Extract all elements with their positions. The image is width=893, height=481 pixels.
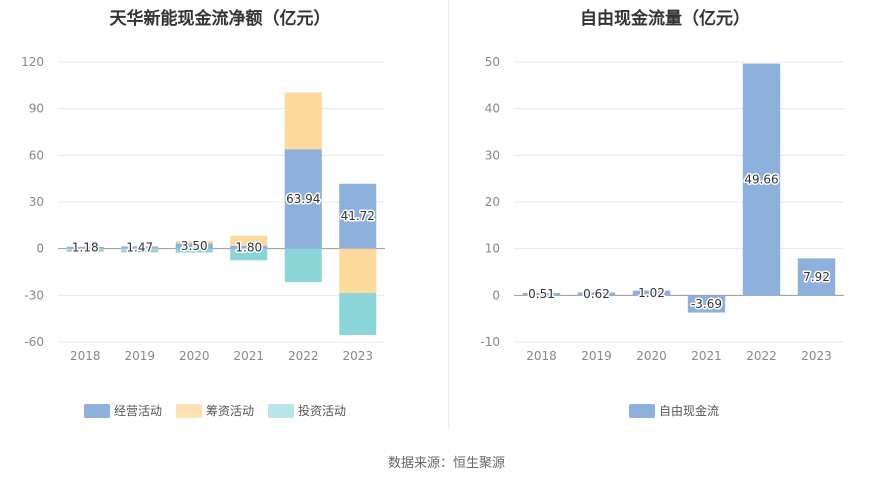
x-tick-label: 2023 — [342, 349, 373, 363]
data-label: 49.66 — [744, 172, 778, 186]
legend-item-financing[interactable]: 筹资活动 — [176, 402, 254, 419]
right-chart-legend: 自由现金流 — [629, 402, 719, 419]
bar — [284, 92, 322, 150]
bar — [522, 292, 561, 296]
legend-swatch-investing — [268, 403, 295, 418]
data-label: -3.69 — [691, 297, 722, 311]
bar — [175, 243, 213, 249]
x-tick-label: 2019 — [581, 349, 612, 363]
left-chart-cash-flow-net: 120 90 60 30 0 -30 -60 2018 2019 2020 2021 2022 2023… — [21, 55, 385, 363]
bar — [284, 248, 322, 283]
bar — [175, 248, 213, 253]
y-tick-label: -30 — [24, 288, 44, 302]
x-tick-label: 2020 — [636, 349, 667, 363]
bar — [230, 235, 268, 246]
bar — [230, 248, 268, 261]
data-label: 7.92 — [803, 270, 830, 284]
bar — [121, 246, 159, 249]
y-tick-label: 30 — [29, 195, 44, 209]
data-label: 1.02 — [638, 286, 665, 300]
bar — [577, 292, 616, 296]
x-tick-label: 2021 — [691, 349, 722, 363]
bar — [66, 248, 104, 251]
right-chart-free-cash-flow: 50 40 30 20 10 0 -10 2018 2019 2020 2021 2022 2023 0.… — [480, 55, 844, 363]
legend-swatch-operating — [84, 403, 110, 418]
x-tick-label: 2020 — [179, 349, 210, 363]
y-tick-label: 60 — [29, 148, 44, 162]
legend-label-operating: 经营活动 — [114, 404, 163, 418]
bar — [121, 249, 159, 253]
bar — [797, 258, 836, 296]
x-tick-label: 2022 — [746, 349, 777, 363]
y-tick-label: 120 — [21, 55, 44, 69]
x-tick-label: 2022 — [288, 349, 319, 363]
bar — [230, 245, 268, 249]
data-label: 1.80 — [235, 240, 262, 254]
y-tick-label: 0 — [492, 288, 500, 302]
data-source-note: 数据来源：恒生聚源 — [387, 456, 505, 471]
left-chart-legend: 经营活动 筹资活动 投资活动 — [84, 402, 346, 419]
bar — [742, 63, 781, 296]
x-tick-label: 2019 — [124, 349, 155, 363]
y-tick-label: 30 — [485, 148, 500, 162]
y-tick-label: 0 — [36, 242, 44, 256]
y-tick-label: 20 — [485, 195, 500, 209]
data-label: 3.50 — [181, 239, 208, 253]
y-tick-label: 10 — [485, 242, 500, 256]
bar — [339, 293, 377, 335]
bar — [284, 149, 322, 249]
legend-label-financing: 筹资活动 — [206, 404, 255, 418]
y-tick-label: -60 — [24, 335, 44, 349]
bar — [175, 240, 213, 244]
bar — [687, 295, 726, 313]
bar — [66, 246, 104, 249]
bar — [66, 249, 104, 252]
data-label: 41.72 — [341, 209, 375, 223]
legend-swatch-financing — [176, 403, 203, 418]
y-tick-label: -10 — [480, 335, 500, 349]
left-chart-title: 天华新能现金流净额（亿元） — [109, 9, 331, 29]
data-label: 0.51 — [528, 287, 555, 301]
legend-label-investing: 投资活动 — [298, 404, 347, 418]
data-label: 1.47 — [126, 241, 153, 255]
right-chart-title: 自由现金流量（亿元） — [580, 9, 750, 29]
legend-label-free-cash-flow: 自由现金流 — [659, 404, 720, 418]
x-tick-label: 2018 — [526, 349, 557, 363]
bar — [339, 248, 377, 293]
y-tick-label: 40 — [485, 102, 500, 116]
y-tick-label: 50 — [485, 55, 500, 69]
x-tick-label: 2021 — [233, 349, 264, 363]
y-tick-label: 90 — [29, 102, 44, 116]
bar — [632, 290, 671, 296]
data-label: 63.94 — [286, 192, 320, 206]
legend-item-investing[interactable]: 投资活动 — [268, 402, 346, 419]
legend-item-operating[interactable]: 经营活动 — [84, 402, 162, 419]
bar — [339, 183, 377, 249]
legend-item-free-cash-flow[interactable]: 自由现金流 — [629, 402, 719, 419]
bar — [121, 248, 159, 251]
data-label: 1.18 — [72, 241, 99, 255]
legend-swatch-free-cash-flow — [629, 403, 655, 418]
data-label: 0.62 — [583, 287, 610, 301]
panel-divider — [448, 0, 449, 430]
x-tick-label: 2023 — [801, 349, 832, 363]
x-tick-label: 2018 — [70, 349, 101, 363]
